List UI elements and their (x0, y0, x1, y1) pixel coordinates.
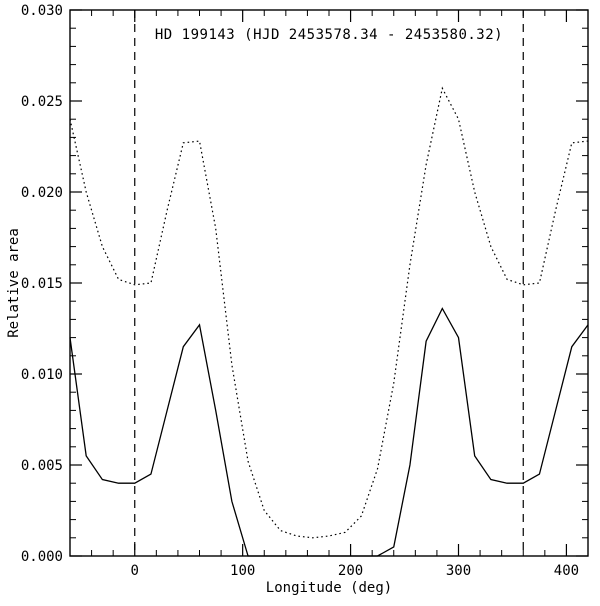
chart-title: HD 199143 (HJD 2453578.34 - 2453580.32) (154, 27, 504, 43)
y-tick-label: 0.000 (21, 549, 63, 565)
y-tick-label: 0.030 (21, 3, 63, 19)
y-tick-label: 0.025 (21, 94, 63, 110)
x-tick-label: 400 (554, 563, 579, 579)
x-tick-label: 0 (131, 563, 139, 579)
y-tick-label: 0.010 (21, 367, 63, 383)
x-axis-title: Longitude (deg) (265, 580, 393, 596)
x-tick-label: 200 (338, 563, 363, 579)
series-spot-area-dotted (69, 86, 589, 539)
y-axis-title: Relative area (6, 228, 22, 338)
y-tick-label: 0.005 (21, 458, 63, 474)
x-tick-label: 100 (230, 563, 255, 579)
series-spot-area-solid (69, 307, 589, 557)
x-tick-label: 300 (446, 563, 471, 579)
y-tick-label: 0.015 (21, 276, 63, 292)
y-tick-label: 0.020 (21, 185, 63, 201)
